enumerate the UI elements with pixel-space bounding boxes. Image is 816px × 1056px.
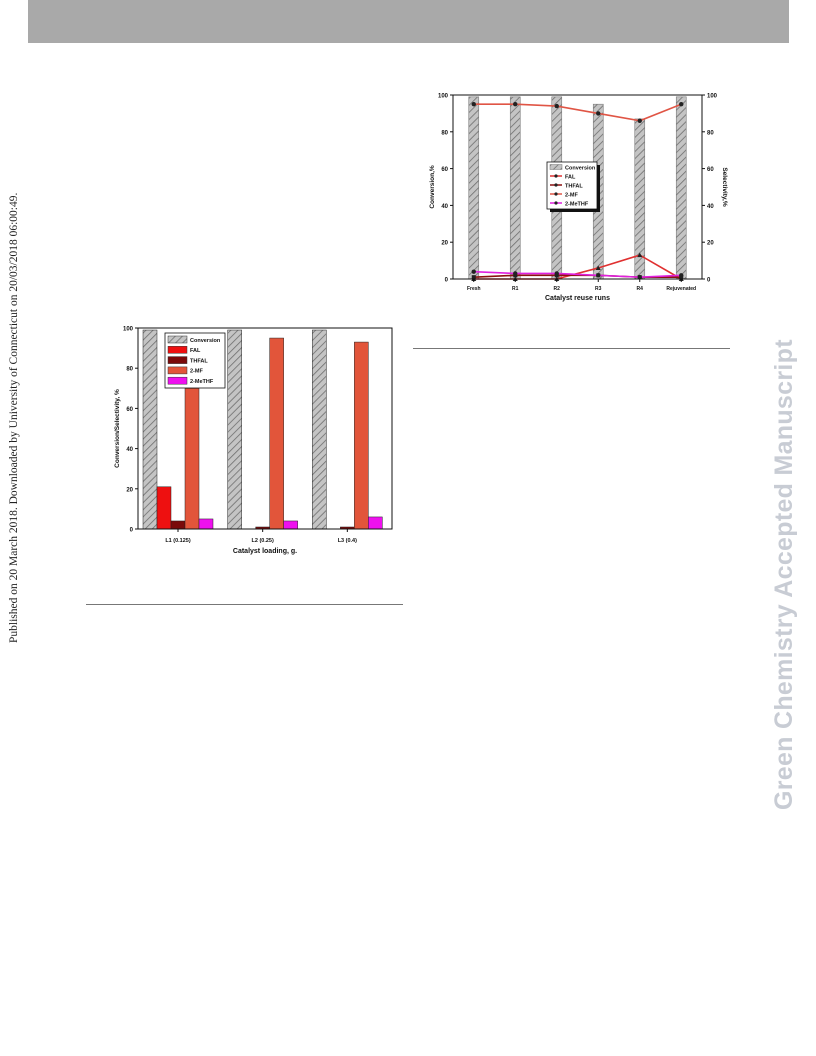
series-point <box>471 102 476 107</box>
conversion-bar <box>509 96 521 280</box>
x-tick-label: R1 <box>512 286 519 292</box>
legend-label: Conversion <box>190 338 221 344</box>
legend-label: 2-MeTHF <box>565 201 589 207</box>
y-tick-label: 60 <box>441 167 448 173</box>
y-axis-label: Conversion,% <box>429 165 436 209</box>
legend-swatch <box>167 366 188 375</box>
series-point <box>554 271 559 276</box>
series-point <box>637 252 643 258</box>
y-tick-label: 80 <box>126 367 133 373</box>
series-point <box>595 265 601 270</box>
plot-frame <box>137 327 393 530</box>
x-tick-label: Fresh <box>467 286 481 292</box>
accepted-manuscript-watermark: Green Chemistry Accepted Manuscript <box>770 339 798 810</box>
legend-label: FAL <box>565 174 576 180</box>
data-bar <box>198 518 214 530</box>
x-tick-label: L2 (0.25) <box>252 538 274 544</box>
y-tick-label: 60 <box>126 407 133 413</box>
x-tick-label: Rejuvenated <box>666 286 696 292</box>
y-tick-label: 20 <box>441 241 448 247</box>
series-point <box>596 273 601 278</box>
y-tick-label: 40 <box>441 204 448 210</box>
x-tick-label: R2 <box>554 286 561 292</box>
series-point <box>679 102 684 107</box>
y2-axis-label: Selectivity,% <box>721 167 728 206</box>
figure-rule-top <box>413 348 730 349</box>
data-bar <box>269 337 284 530</box>
series-point <box>471 275 476 280</box>
y2-tick-label: 20 <box>707 241 714 247</box>
y-tick-label: 0 <box>445 278 449 284</box>
legend-label: 2-MF <box>565 192 578 198</box>
y2-tick-label: 100 <box>707 94 718 100</box>
data-bar <box>156 486 172 530</box>
legend-swatch <box>167 376 188 385</box>
legend-label: THFAL <box>190 358 208 364</box>
series-point <box>637 274 642 280</box>
legend-marker <box>554 174 558 178</box>
journal-header-bar <box>28 0 789 43</box>
legend-swatch <box>167 346 188 354</box>
x-tick-label: R4 <box>637 286 644 292</box>
legend-label: FAL <box>190 348 201 354</box>
x-tick-label: R3 <box>595 286 602 292</box>
x-axis-label: Catalyst reuse runs <box>545 295 610 302</box>
legend-marker <box>554 192 558 196</box>
series-point <box>637 118 642 123</box>
conversion-bar <box>675 96 687 280</box>
data-bar <box>283 520 298 530</box>
y-tick-label: 0 <box>130 528 134 534</box>
series-point <box>513 102 518 107</box>
y2-tick-label: 40 <box>707 204 714 210</box>
legend-marker <box>554 183 558 187</box>
legend-label: THFAL <box>565 183 583 189</box>
legend-swatch <box>549 164 563 170</box>
data-bar <box>184 388 200 530</box>
data-bar <box>170 520 186 530</box>
data-bar <box>354 341 369 530</box>
y-tick-label: 100 <box>123 327 134 333</box>
y-tick-label: 40 <box>126 447 133 453</box>
data-bar <box>312 329 327 530</box>
y-axis-label: Conversion/Selectivity, % <box>114 389 121 468</box>
x-tick-label: L1 (0.125) <box>165 538 191 544</box>
chart-catalyst-loading: L1 (0.125) L2 (0.25) L3 (0.4) 0 20 40 60 80 100 C… <box>114 327 393 555</box>
y-tick-label: 80 <box>441 130 448 136</box>
legend-marker <box>554 201 558 205</box>
y2-tick-label: 60 <box>707 167 714 173</box>
series-point <box>679 273 684 278</box>
series-point <box>471 269 476 274</box>
series-point <box>554 103 559 109</box>
series-point <box>513 271 518 276</box>
legend-label: 2-MeTHF <box>190 379 214 385</box>
series-point <box>596 111 601 116</box>
series-line <box>473 103 682 122</box>
conversion-bar <box>468 96 480 280</box>
y2-tick-label: 80 <box>707 130 714 136</box>
data-bar <box>142 329 158 530</box>
legend-swatch <box>167 335 188 344</box>
chart-reuse-runs: 0 0 20 20 40 40 60 60 80 80 100 100 Fresh R1 R2 R3 R4 Rej… <box>429 94 728 303</box>
y-tick-label: 100 <box>438 94 449 100</box>
legend-swatch <box>167 356 188 364</box>
plot-frame <box>452 94 703 280</box>
legend-label: 2-MF <box>190 369 203 375</box>
y-tick-label: 20 <box>126 487 133 493</box>
figure-rule-bottom <box>86 604 403 605</box>
series-line <box>473 270 682 278</box>
y2-tick-label: 0 <box>707 278 711 284</box>
x-tick-label: L3 (0.4) <box>338 538 357 544</box>
x-axis-label: Catalyst loading, g. <box>233 548 297 555</box>
data-bar <box>368 516 383 530</box>
publication-note: Published on 20 March 2018. Downloaded b… <box>8 192 20 643</box>
legend-label: Conversion <box>565 165 596 171</box>
data-bar <box>227 329 242 530</box>
